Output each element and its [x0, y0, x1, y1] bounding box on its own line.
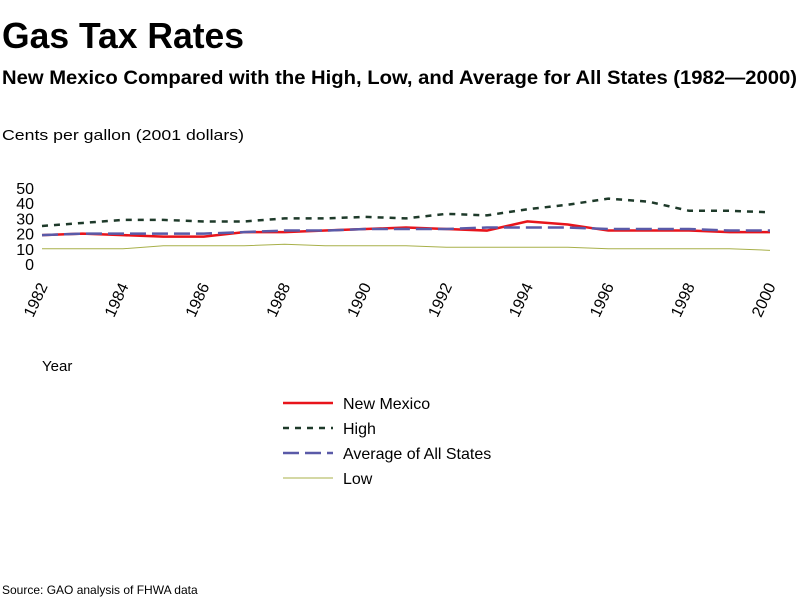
- series-line: [41, 220, 770, 238]
- x-tick-label: 1986: [183, 280, 213, 320]
- series-line: [42, 243, 771, 251]
- x-tick-label: 1998: [668, 280, 698, 320]
- x-tick-label: 1992: [426, 280, 456, 320]
- source-note: Source: GAO analysis of FHWA data: [2, 583, 198, 597]
- y-axis-title: Cents per gallon (2001 dollars): [2, 127, 244, 144]
- x-tick-label: 1982: [21, 280, 51, 320]
- legend-label: Low: [343, 471, 373, 488]
- y-tick-label: 40: [16, 196, 34, 213]
- chart-title: Gas Tax Rates: [2, 15, 244, 56]
- x-axis-title: Year: [42, 358, 72, 375]
- y-tick-label: 50: [16, 181, 34, 198]
- x-tick-label: 1996: [587, 280, 617, 320]
- legend-label: Average of All States: [343, 446, 491, 463]
- x-tick-label: 1994: [507, 280, 537, 320]
- x-tick-label: 2000: [749, 280, 779, 320]
- x-tick-label: 1988: [264, 280, 294, 320]
- y-tick-label: 0: [25, 257, 34, 274]
- series-line: [41, 197, 771, 228]
- x-tick-label: 1990: [345, 280, 375, 320]
- legend-label: High: [343, 421, 376, 438]
- y-tick-label: 20: [16, 227, 34, 244]
- chart-subtitle: New Mexico Compared with the High, Low, …: [2, 68, 797, 89]
- series-line: [41, 226, 770, 237]
- legend-label: New Mexico: [343, 396, 430, 413]
- y-tick-label: 30: [16, 211, 34, 228]
- x-tick-label: 1984: [102, 280, 132, 320]
- y-tick-label: 10: [16, 242, 34, 259]
